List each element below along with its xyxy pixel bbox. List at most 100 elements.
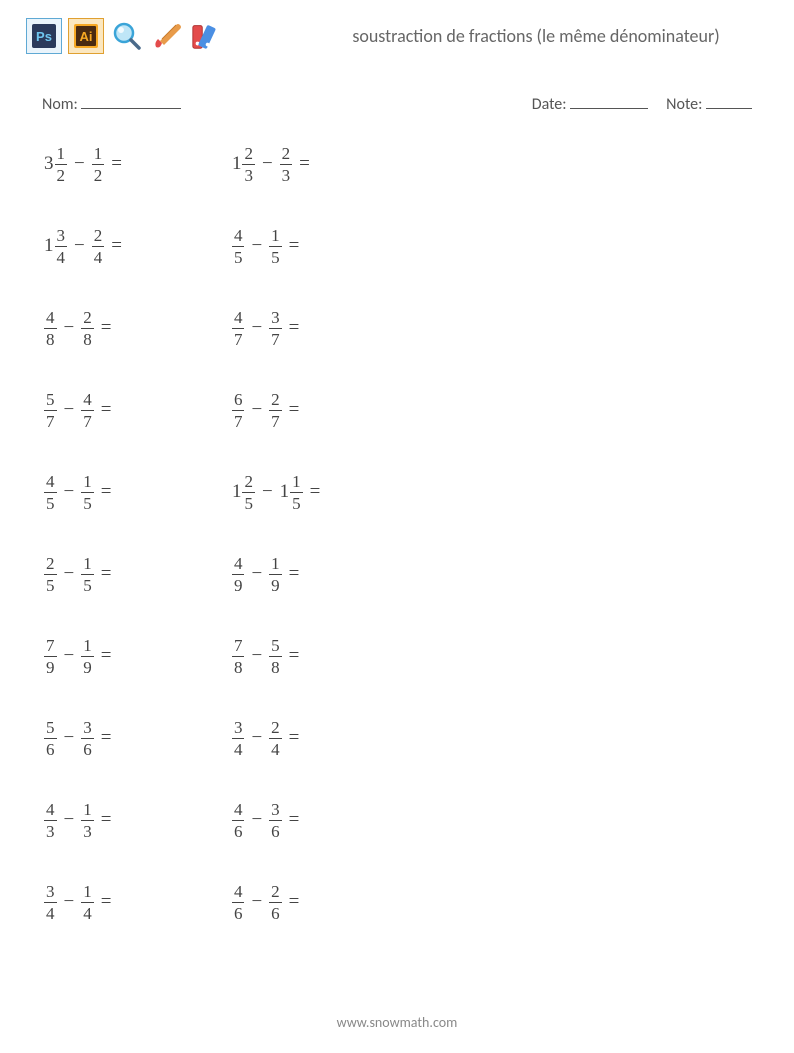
problem: 123−23= [232,142,320,186]
note-field: Note: [666,94,752,114]
worksheet-body: 312−12=134−24=48−28=57−47=45−15=25−15=79… [0,114,794,924]
fraction: 19 [81,637,94,676]
denominator: 5 [44,574,57,594]
fraction: 25 [242,473,255,512]
fraction: 46 [232,883,245,922]
numerator: 1 [81,555,94,574]
denominator: 6 [269,820,282,840]
numerator: 4 [232,309,245,328]
minus-operator: − [64,727,75,749]
note-label: Note: [666,95,702,114]
info-row: Nom: Date: Note: [0,60,794,114]
ps-icon: Ps [26,18,62,54]
numerator: 1 [55,145,68,164]
denominator: 5 [44,492,57,512]
equals-sign: = [101,481,112,503]
numerator: 6 [232,391,245,410]
numerator: 1 [81,883,94,902]
numerator: 2 [242,145,255,164]
equals-sign: = [111,153,122,175]
numerator: 1 [81,637,94,656]
denominator: 5 [81,492,94,512]
fraction: 15 [81,473,94,512]
problem: 45−15= [44,470,122,514]
denominator: 5 [269,246,282,266]
minus-operator: − [64,891,75,913]
fraction: 36 [81,719,94,758]
denominator: 5 [242,492,255,512]
footer-url: www.snowmath.com [0,1014,794,1031]
fraction: 67 [232,391,245,430]
fraction: 25 [44,555,57,594]
numerator: 2 [269,883,282,902]
numerator: 4 [44,473,57,492]
denominator: 9 [81,656,94,676]
minus-operator: − [251,891,262,913]
equals-sign: = [289,809,300,831]
fraction: 37 [269,309,282,348]
problem: 56−36= [44,716,122,760]
minus-operator: − [74,235,85,257]
numerator: 2 [92,227,105,246]
fraction: 43 [44,801,57,840]
numerator: 4 [232,555,245,574]
problem: 49−19= [232,552,320,596]
equals-sign: = [101,645,112,667]
fraction: 45 [232,227,245,266]
denominator: 2 [55,164,68,184]
denominator: 7 [44,410,57,430]
name-label: Nom: [42,95,78,114]
problem-column: 123−23=45−15=47−37=67−27=125−115=49−19=7… [232,142,320,924]
denominator: 6 [81,738,94,758]
fraction: 24 [269,719,282,758]
whole-number: 1 [232,153,242,175]
date-blank [570,94,648,109]
minus-operator: − [64,563,75,585]
equals-sign: = [289,727,300,749]
denominator: 7 [232,328,245,348]
fraction: 23 [242,145,255,184]
numerator: 2 [269,719,282,738]
toolbar-icons: Ps Ai [26,12,224,60]
numerator: 5 [44,719,57,738]
fraction: 34 [55,227,68,266]
whole-number: 1 [232,481,242,503]
denominator: 2 [92,164,105,184]
denominator: 6 [232,902,245,922]
numerator: 1 [81,801,94,820]
fraction: 15 [290,473,303,512]
problem: 45−15= [232,224,320,268]
numerator: 3 [269,801,282,820]
minus-operator: − [251,645,262,667]
denominator: 4 [55,246,68,266]
fraction: 12 [55,145,68,184]
equals-sign: = [101,563,112,585]
problem: 79−19 = [44,634,122,678]
minus-operator: − [251,235,262,257]
numerator: 1 [81,473,94,492]
problem: 48−28= [44,306,122,350]
fraction: 79 [44,637,57,676]
fraction: 19 [269,555,282,594]
denominator: 3 [44,820,57,840]
numerator: 4 [81,391,94,410]
denominator: 8 [269,656,282,676]
fraction: 56 [44,719,57,758]
problem: 47−37= [232,306,320,350]
ai-icon: Ai [68,18,104,54]
denominator: 7 [269,410,282,430]
numerator: 3 [44,883,57,902]
note-blank [706,94,752,109]
minus-operator: − [262,153,273,175]
denominator: 8 [81,328,94,348]
fraction: 34 [232,719,245,758]
problem: 46−36= [232,798,320,842]
denominator: 7 [81,410,94,430]
fraction: 34 [44,883,57,922]
minus-operator: − [251,563,262,585]
minus-operator: − [64,645,75,667]
numerator: 3 [269,309,282,328]
equals-sign: = [310,481,321,503]
minus-operator: − [262,481,273,503]
numerator: 3 [55,227,68,246]
